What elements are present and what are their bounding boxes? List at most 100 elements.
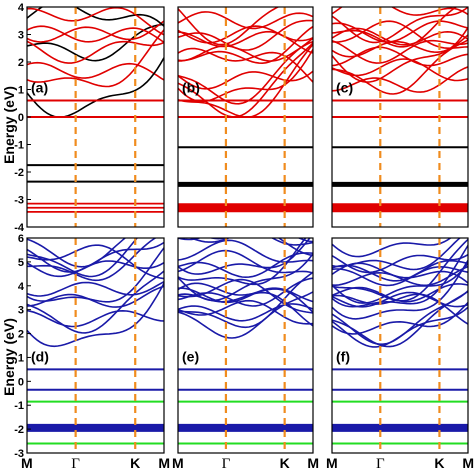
k-point-label: K: [280, 455, 290, 471]
panel-tag-label: (d): [31, 348, 49, 364]
conduction-band-line: [178, 291, 313, 339]
conduction-band-line: [27, 61, 164, 81]
conduction-band-line: [27, 281, 164, 297]
conduction-band-line: [178, 7, 280, 46]
axis-text-layer: Energy (eV) Energy (eV): [1, 86, 17, 396]
ylabel-top: Energy (eV): [1, 86, 17, 164]
y-tick-label: 1: [18, 352, 24, 364]
y-tick-label: 3: [18, 30, 24, 42]
conduction-band-line: [332, 244, 468, 308]
panel-tag-label: (a): [31, 80, 48, 96]
conduction-band-line: [178, 11, 313, 30]
conduction-band-line: [332, 66, 468, 93]
y-tick-label: 4: [18, 281, 25, 293]
conduction-band-line: [332, 253, 468, 274]
conduction-band-line: [332, 290, 468, 346]
conduction-band-line: [178, 238, 313, 246]
panel-plot-area: [178, 0, 313, 227]
conduction-band-line: [178, 238, 307, 286]
conduction-band-line: [332, 46, 468, 67]
panel-plot-area: [27, 7, 164, 227]
k-point-label: M: [462, 455, 474, 471]
conduction-band-line: [332, 238, 468, 302]
y-tick-label: -3: [14, 448, 24, 460]
y-tick-label: 6: [18, 233, 24, 245]
conduction-band-line: [27, 29, 164, 88]
y-tick-label: 5: [18, 257, 24, 269]
conduction-band-line: [178, 42, 313, 118]
k-point-label: Γ: [222, 456, 231, 472]
conduction-band-line: [178, 239, 313, 263]
conduction-band-line: [332, 20, 468, 50]
conduction-band-line: [178, 0, 313, 1]
y-tick-label: -2: [14, 424, 24, 436]
conduction-band-line: [332, 7, 468, 16]
conduction-band-line: [178, 282, 313, 313]
ylabel-bottom: Energy (eV): [1, 318, 17, 396]
conduction-band-line: [27, 25, 164, 44]
conduction-band-line: [178, 252, 313, 279]
panel-tag-label: (c): [336, 80, 353, 96]
panel-frame: [26, 237, 165, 454]
panel-frame: [331, 6, 469, 228]
y-tick-label: 1: [18, 85, 24, 97]
conduction-band-line: [332, 20, 468, 43]
conduction-band-line: [332, 301, 468, 335]
conduction-band-line: [27, 285, 164, 308]
y-tick-label: 2: [18, 57, 24, 69]
conduction-band-line: [27, 247, 164, 303]
conduction-band-line: [27, 270, 164, 334]
conduction-band-line: [27, 282, 164, 348]
conduction-band-line: [27, 260, 164, 278]
k-point-label: Γ: [71, 456, 80, 472]
conduction-band-line: [27, 7, 164, 36]
y-tick-label: -2: [14, 167, 24, 179]
conduction-band-line: [332, 259, 468, 320]
conduction-band-line: [332, 39, 468, 95]
conduction-band-line: [178, 287, 313, 304]
conduction-band-line: [188, 238, 313, 257]
panel-frame: [331, 237, 469, 454]
conduction-band-line: [178, 25, 313, 44]
y-tick-label: 4: [18, 2, 25, 14]
conduction-band-line: [332, 265, 468, 287]
conduction-band-line: [27, 20, 164, 43]
panel-plot-area: [332, 0, 468, 227]
conduction-band-line: [332, 0, 468, 4]
k-point-label: M: [307, 455, 319, 471]
k-point-label: M: [158, 455, 170, 471]
conduction-band-line: [332, 265, 468, 287]
y-tick-label: -1: [14, 400, 24, 412]
conduction-band-line: [27, 238, 139, 278]
panel-tag-label: (f): [336, 348, 350, 364]
conduction-band-line: [332, 306, 468, 348]
conduction-band-line: [332, 259, 468, 282]
conduction-band-line: [27, 7, 164, 27]
panel-tag-label: (e): [182, 348, 199, 364]
conduction-band-line: [178, 25, 313, 65]
y-tick-label: -1: [14, 140, 24, 152]
y-tick-label: 2: [18, 329, 24, 341]
k-point-label: Γ: [376, 456, 385, 472]
conduction-band-line: [178, 37, 313, 105]
conduction-band-line: [27, 238, 157, 282]
panel-frame: [177, 237, 314, 454]
conduction-band-line: [27, 23, 164, 62]
conduction-band-line: [332, 262, 468, 304]
conduction-band-line: [178, 253, 313, 302]
conduction-band-line: [178, 278, 313, 314]
y-tick-label: 0: [18, 112, 24, 124]
y-tick-label: -4: [14, 222, 25, 234]
panel-tag-label: (b): [182, 80, 200, 96]
panel-frame: [177, 6, 314, 228]
conduction-band-line: [178, 30, 313, 54]
conduction-band-line: [332, 238, 461, 271]
conduction-band-line: [178, 19, 313, 51]
y-tick-label: 0: [18, 376, 24, 388]
conduction-band-line: [178, 299, 313, 325]
y-tick-label: -3: [14, 195, 24, 207]
panel-plot-area: [178, 238, 313, 453]
panel-plot-area: [27, 238, 164, 453]
conduction-band-line: [178, 303, 313, 322]
